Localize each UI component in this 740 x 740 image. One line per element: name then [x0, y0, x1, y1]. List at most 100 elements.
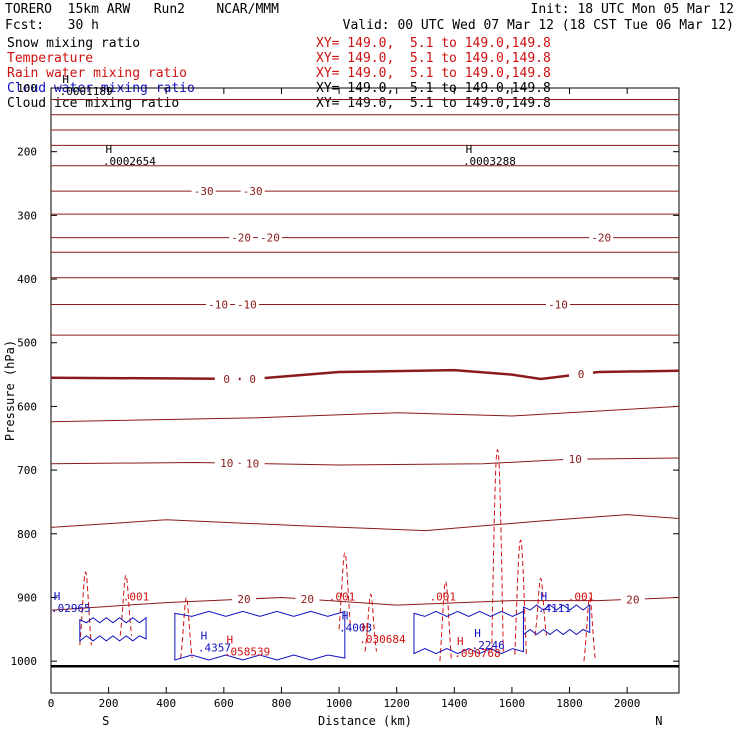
cloud-water-max-value: .4357: [198, 642, 231, 655]
rain-water-max-value: .030684: [359, 633, 406, 646]
isotherm-label: 20: [237, 593, 250, 606]
cloud-water-contour: [174, 610, 346, 661]
cloud-ice-max-marker: H: [466, 143, 473, 156]
isotherm-label: 0: [578, 368, 585, 381]
y-tick-label: 500: [17, 337, 37, 350]
legend-cloud-ice-name: Cloud ice mixing ratio: [7, 96, 180, 111]
y-tick-label: 700: [17, 464, 37, 477]
temperature-isotherm: [50, 514, 680, 532]
x-tick-label: 1600: [499, 697, 526, 710]
y-tick-label: 200: [17, 146, 37, 159]
isotherm-label-bg: [257, 231, 282, 244]
isotherm-label-bg: [240, 457, 265, 470]
cloud-ice-max-marker: H: [62, 73, 69, 86]
rain-water-contour: [534, 577, 547, 636]
model-title: TORERO 15km ARW Run2 NCAR/MMM: [5, 2, 279, 17]
temperature-isotherm: [50, 457, 680, 466]
rain-water-contour: [439, 581, 452, 662]
cloud-ice-max-marker: H: [106, 143, 113, 156]
legend-rain-name: Rain water mixing ratio: [7, 66, 188, 81]
cloud-water-max-value: .4003: [339, 621, 372, 634]
x-tick-label: 2000: [614, 697, 641, 710]
cloud-water-max-marker: H: [342, 609, 349, 622]
isotherm-label: -20: [591, 232, 611, 245]
isotherm-label-bg: [240, 373, 265, 386]
isotherm-label: 20: [301, 593, 314, 606]
y-tick-label: 800: [17, 528, 37, 541]
isotherm-label: -10: [548, 299, 568, 312]
rain-water-label: .001: [430, 591, 457, 604]
isotherm-label: 20: [626, 593, 639, 606]
x-tick-label: 1200: [383, 697, 410, 710]
cloud-water-max-marker: H: [201, 630, 208, 643]
isotherm-label-bg: [620, 593, 645, 606]
legend-snow-name: Snow mixing ratio: [7, 36, 141, 51]
isotherm-label: -10: [208, 299, 228, 312]
rain-water-label: .001: [123, 591, 150, 604]
isotherm-label: 0: [223, 373, 230, 386]
temperature-isotherm: [50, 405, 680, 423]
y-tick-label: 900: [17, 591, 37, 604]
x-tick-label: 1000: [326, 697, 353, 710]
rain-water-contour: [514, 539, 527, 655]
x-tick-label: 1400: [441, 697, 468, 710]
x-tick-label: 0: [48, 697, 55, 710]
x-axis-label: Distance (km): [318, 714, 412, 728]
cloud-water-max-marker: H: [541, 590, 548, 603]
init-time: Init: 18 UTC Mon 05 Mar 12: [530, 2, 735, 17]
x-end-label-north: N: [655, 714, 662, 728]
x-tick-label: 1800: [556, 697, 583, 710]
y-tick-label: 100: [17, 82, 37, 95]
isotherm-label-bg: [214, 457, 239, 470]
isotherm-label-bg: [214, 372, 239, 385]
rain-water-max-marker: H: [227, 634, 234, 647]
legend-snow-xy: XY= 149.0, 5.1 to 149.0,149.8: [316, 36, 551, 51]
rain-water-contour: [338, 552, 352, 630]
isotherm-label: -20: [260, 232, 280, 245]
cloud-water-max-value: .02965: [51, 602, 91, 615]
isotherm-label-bg: [240, 185, 265, 198]
legend-cloud-ice-xy: XY= 149.0, 5.1 to 149.0,149.8: [316, 96, 551, 111]
isotherm-label-bg: [229, 231, 254, 244]
cloud-water-contour: [413, 610, 524, 655]
cloud-water-contour: [79, 616, 147, 642]
isotherm-label-bg: [234, 298, 259, 311]
temperature-isotherm: [50, 596, 680, 611]
rain-water-contour: [583, 596, 596, 662]
isotherm-label: 10: [569, 453, 582, 466]
isotherm-label-bg: [191, 185, 216, 198]
rain-water-label: .001: [329, 591, 356, 604]
rain-water-max-value: .058539: [224, 646, 270, 659]
rain-water-contour: [491, 449, 504, 652]
cloud-water-max-value: .4111: [538, 602, 571, 615]
rain-water-max-marker: H: [362, 621, 369, 634]
isotherm-label: -30: [194, 185, 214, 198]
isotherm-label: -10: [237, 299, 257, 312]
isotherm-label: -30: [243, 185, 263, 198]
isotherm-label-bg: [569, 368, 594, 381]
rain-water-contour: [180, 596, 193, 659]
rain-water-label: .001: [568, 591, 595, 604]
plot-frame: [50, 87, 680, 694]
x-tick-label: 400: [156, 697, 176, 710]
isotherm-label-bg: [589, 231, 614, 244]
legend-temperature-name: Temperature: [7, 51, 94, 66]
cloud-water-contour: [522, 604, 591, 636]
isotherm-label-bg: [232, 593, 257, 606]
legend-temperature-xy: XY= 149.0, 5.1 to 149.0,149.8: [316, 51, 551, 66]
isotherm-label: 10: [246, 457, 259, 470]
x-tick-label: 800: [272, 697, 292, 710]
isotherm-label-bg: [563, 453, 588, 466]
isotherm-label: -20: [231, 232, 251, 245]
isotherm-label: 0: [249, 373, 256, 386]
cloud-ice-max-value: .0003288: [463, 155, 516, 168]
isotherm-label: 10: [220, 457, 233, 470]
cloud-water-max-marker: H: [474, 627, 481, 640]
cloud-ice-max-value: .0001189: [60, 85, 113, 98]
legend-rain-xy: XY= 149.0, 5.1 to 149.0,149.8: [316, 66, 551, 81]
y-tick-label: 400: [17, 273, 37, 286]
x-tick-label: 200: [99, 697, 119, 710]
valid-time: Valid: 00 UTC Wed 07 Mar 12 (18 CST Tue …: [342, 18, 734, 33]
x-tick-label: 600: [214, 697, 234, 710]
